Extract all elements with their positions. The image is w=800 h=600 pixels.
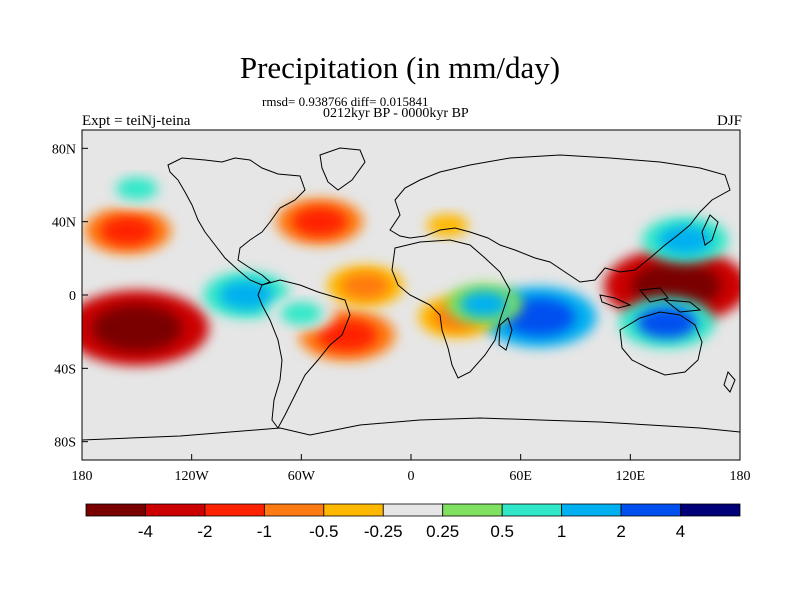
stats-line: rmsd= 0.938766 diff= 0.015841 [262,94,429,109]
colorbar-label: 0.25 [426,522,459,541]
coastline-australia [619,311,703,376]
x-tick-label: 120E [616,469,646,484]
anomaly-blob [658,225,713,255]
coastline-new-zealand [723,370,736,393]
colorbar-swatch [204,503,265,517]
anomaly-blob [100,216,155,246]
colorbar-swatch [442,503,503,517]
x-tick-label: 60W [288,469,316,484]
y-tick-label: 80S [54,436,76,451]
chart-title: Precipitation (in mm/day) [239,50,561,85]
y-tick-label: 40S [54,362,76,377]
experiment-label: Expt = teiNj-teina [82,113,191,129]
anomaly-blob [631,262,722,310]
x-tick-label: 120W [175,469,210,484]
coastline-south-america [257,279,351,429]
coastline-madagascar [498,317,513,351]
anomaly-blob [219,280,274,310]
colorbar-label: 4 [676,522,685,541]
colorbar-label: -4 [138,522,153,541]
coastlines [82,147,740,441]
y-tick-label: 0 [69,289,76,304]
colorbar-swatch [263,503,325,517]
colorbar-label: -0.25 [364,522,403,541]
anomaly-blob [460,291,509,318]
anomaly-blob [280,301,323,325]
anomaly-blob [115,177,158,201]
coastline-greenland [319,147,366,191]
anomaly-blob [341,272,390,299]
colorbar-swatch [561,503,622,517]
colorbar-label: 2 [616,522,625,541]
x-tick-label: 60E [509,469,532,484]
coastline-indonesia [599,287,702,313]
colorbar-swatch [85,503,146,517]
y-tick-label: 80N [52,142,76,157]
coastline-africa [391,239,511,379]
colorbar-label: -0.5 [309,522,338,541]
coastline-japan [701,214,719,246]
colorbar-swatch [145,503,206,517]
x-tick-label: 180 [72,469,93,484]
season-label: DJF [716,113,742,129]
colorbar-swatch [323,503,384,517]
coastline-antarctica [82,417,740,441]
colorbar-label: 0.5 [490,522,514,541]
anomaly-blob [292,207,347,237]
coastline-north-america [167,157,306,286]
colorbar-label: -2 [197,522,212,541]
coastline-eurasia [389,154,731,283]
period-label: 0212kyr BP - 0000kyr BP [323,106,469,121]
colorbar-label: -1 [257,522,272,541]
colorbar-label: 1 [557,522,566,541]
colorbar-swatch [620,503,681,517]
anomaly-blob [91,304,182,352]
y-axis: 80N 40N 0 40S 80S [52,142,88,451]
x-tick-label: 180 [730,469,751,484]
anomaly-field [82,170,740,366]
x-axis: 180 120W 60W 0 60E 120E 180 [72,454,751,484]
colorbar-swatch [501,503,563,517]
x-tick-label: 0 [408,469,415,484]
colorbar: -4 -2 -1 -0.5 -0.25 0.25 0.5 1 2 4 [85,503,741,541]
colorbar-swatch [382,503,444,517]
y-tick-label: 40N [52,216,76,231]
colorbar-swatch [680,503,741,517]
